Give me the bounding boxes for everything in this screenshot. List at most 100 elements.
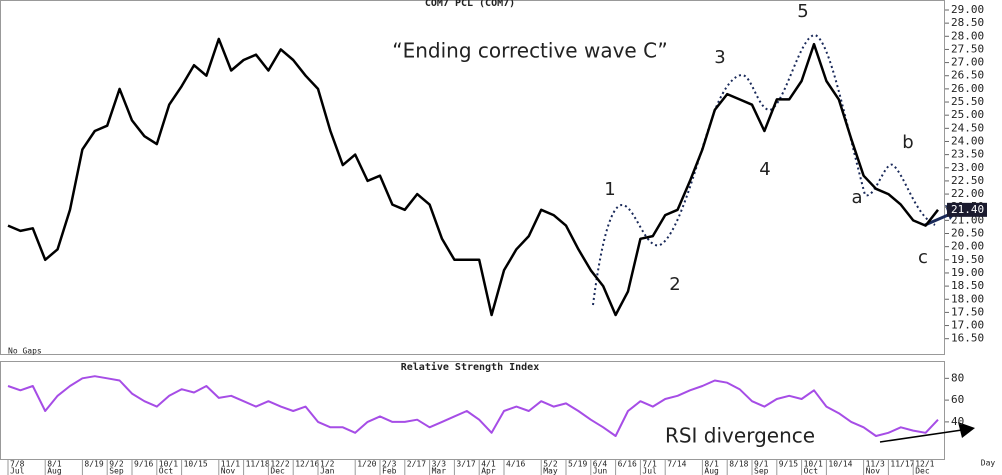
x-tick-label: 9/15	[779, 460, 798, 469]
x-tick-label: 3/3	[432, 460, 447, 469]
x-tick-label: 10/15	[184, 460, 208, 469]
y-tick-label: 28.00	[951, 29, 984, 42]
series-line	[7, 37, 939, 317]
month-label: Oct	[804, 467, 819, 475]
x-tick-label: 10/1	[804, 460, 823, 469]
y-tick-label: 24.50	[951, 121, 984, 134]
month-label: Aug	[47, 467, 62, 475]
y-tick-label: 80	[951, 371, 964, 384]
current-price-box	[947, 202, 987, 217]
y-tick-label: 40	[951, 415, 964, 428]
y-tick-label: 27.50	[951, 42, 984, 55]
month-label: Sep	[109, 467, 124, 475]
x-tick-label: 3/17	[456, 460, 475, 469]
x-tick-label: 8/18	[729, 460, 748, 469]
x-tick-label: 9/2	[109, 460, 124, 469]
x-tick-label: 11/17	[890, 460, 914, 469]
x-axis-label: Day	[981, 459, 996, 468]
rsi-title: Relative Strength Index	[401, 361, 539, 373]
x-tick-label: 8/1	[47, 460, 62, 469]
y-tick-label: 18.50	[951, 279, 984, 292]
y-tick-label: 18.00	[951, 292, 984, 305]
x-tick-label: 5/19	[568, 460, 587, 469]
month-label: Nov	[221, 467, 236, 475]
y-tick-label: 20.00	[951, 240, 984, 253]
x-tick-label: 8/19	[84, 460, 103, 469]
y-tick-label: 17.50	[951, 305, 984, 318]
y-tick-label: 26.50	[951, 69, 984, 82]
annotation: RSI divergence	[665, 424, 815, 448]
x-tick-label: 12/2	[270, 460, 289, 469]
x-tick-label: 10/1	[159, 460, 178, 469]
y-tick-label: 25.50	[951, 95, 984, 108]
month-label: Dec	[270, 467, 285, 475]
x-tick-label: 12/16	[295, 460, 319, 469]
annotation: 3	[714, 47, 725, 68]
month-label: May	[543, 467, 558, 475]
x-tick-label: 4/16	[506, 460, 525, 469]
x-tick-label: 8/1	[704, 460, 719, 469]
chart-title: COM7 PCL (COM7)	[425, 0, 515, 9]
price-panel	[0, 0, 945, 355]
y-tick-label: 19.00	[951, 266, 984, 279]
x-tick-label: 1/2	[320, 460, 335, 469]
current-price-label: 21.40	[951, 203, 984, 216]
y-tick-label: 26.00	[951, 82, 984, 95]
month-label: Jun	[593, 467, 608, 475]
x-tick-label: 7/1	[642, 460, 657, 469]
month-label: Feb	[382, 467, 397, 475]
y-tick-label: 24.00	[951, 134, 984, 147]
x-tick-label: 2/17	[407, 460, 426, 469]
annotation: a	[851, 187, 862, 208]
y-tick-label: 60	[951, 393, 964, 406]
series-line	[7, 375, 939, 437]
annotation: c	[918, 247, 928, 268]
x-tick-label: 1/20	[357, 460, 376, 469]
y-tick-label: 27.00	[951, 56, 984, 69]
month-label: Jul	[10, 467, 25, 475]
month-label: Jul	[642, 467, 657, 475]
annotation: 2	[669, 274, 680, 295]
x-tick-label: 6/4	[593, 460, 608, 469]
x-tick-label: 11/1	[221, 460, 240, 469]
x-tick-label: 9/1	[754, 460, 769, 469]
annotation: 4	[759, 159, 770, 180]
month-label: Apr	[481, 467, 496, 475]
x-tick-label: 10/14	[828, 460, 852, 469]
x-tick-label: 9/16	[134, 460, 153, 469]
y-tick-label: 22.50	[951, 174, 984, 187]
y-tick-label: 20.50	[951, 227, 984, 240]
wave-overlay	[592, 33, 936, 306]
x-tick-label: 11/3	[866, 460, 885, 469]
month-label: Nov	[866, 467, 881, 475]
x-tick-label: 6/16	[618, 460, 637, 469]
month-label: Dec	[915, 467, 930, 475]
y-tick-label: 23.50	[951, 148, 984, 161]
y-tick-label: 29.00	[951, 3, 984, 16]
x-tick-label: 11/18	[246, 460, 270, 469]
x-tick-label: 12/1	[915, 460, 934, 469]
month-label: Oct	[159, 467, 174, 475]
y-tick-label: 19.50	[951, 253, 984, 266]
annotation: “Ending corrective wave C”	[392, 39, 668, 63]
annotation: 1	[604, 179, 615, 200]
gap-setting: No Gaps	[8, 347, 42, 356]
annotation: b	[902, 132, 913, 153]
y-tick-label: 23.00	[951, 161, 984, 174]
y-tick-label: 17.00	[951, 319, 984, 332]
x-tick-label: 4/1	[481, 460, 496, 469]
month-label: Jan	[320, 467, 335, 475]
x-tick-label: 7/8	[10, 460, 25, 469]
annotation: 5	[797, 1, 808, 22]
month-label: Aug	[704, 467, 719, 475]
y-tick-label: 22.00	[951, 187, 984, 200]
month-label: Mar	[432, 467, 447, 475]
y-tick-label: 25.00	[951, 108, 984, 121]
rsi-panel	[0, 361, 945, 460]
rsi-arrow	[879, 422, 975, 443]
x-tick-label: 7/14	[667, 460, 686, 469]
x-tick-label: 5/2	[543, 460, 558, 469]
x-tick-label: 2/3	[382, 460, 397, 469]
y-tick-label: 16.50	[951, 332, 984, 345]
